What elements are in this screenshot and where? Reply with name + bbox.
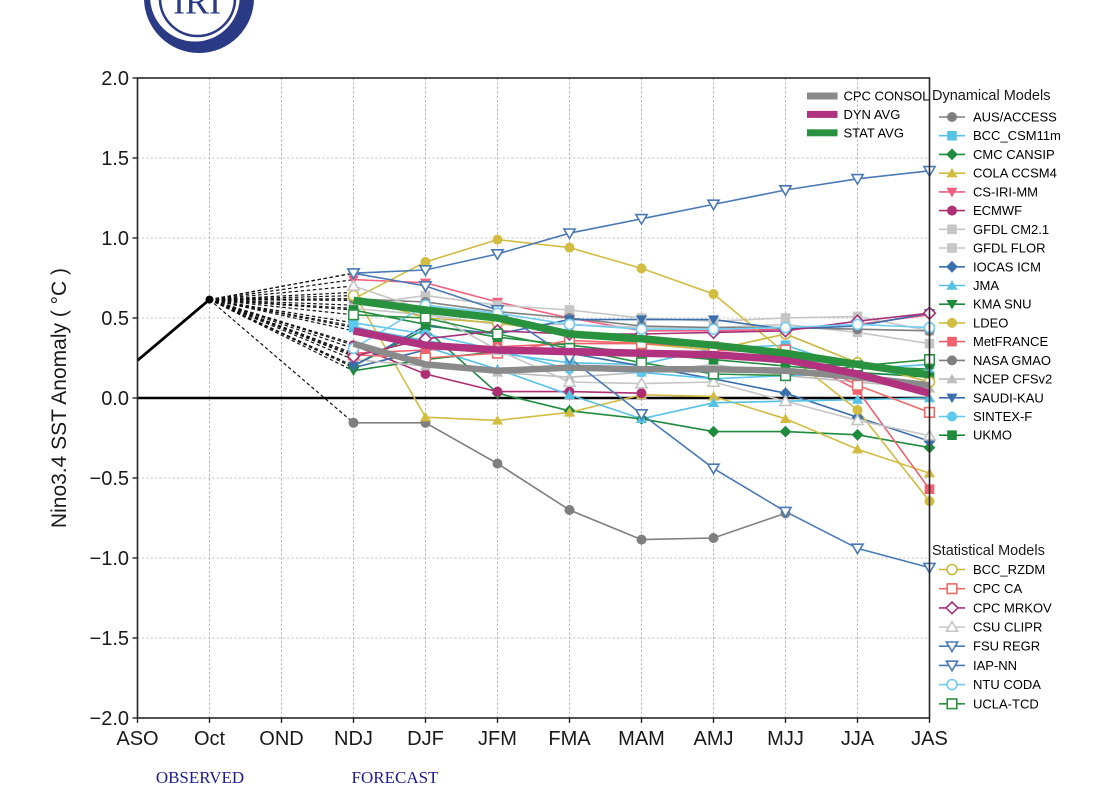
svg-text:UKMO: UKMO — [973, 428, 1012, 443]
svg-text:JAS: JAS — [911, 728, 948, 750]
svg-text:STAT AVG: STAT AVG — [844, 125, 904, 140]
svg-text:AMJ: AMJ — [694, 728, 734, 750]
svg-text:0.5: 0.5 — [101, 308, 129, 330]
svg-text:BCC_RZDM: BCC_RZDM — [973, 562, 1045, 577]
svg-text:NASA GMAO: NASA GMAO — [973, 353, 1051, 368]
svg-text:CS-IRI-MM: CS-IRI-MM — [973, 184, 1038, 199]
svg-text:−2.0: −2.0 — [90, 708, 129, 730]
svg-text:−0.5: −0.5 — [90, 468, 129, 490]
svg-text:JFM: JFM — [478, 728, 517, 750]
svg-text:IRI: IRI — [173, 0, 221, 22]
svg-text:SAUDI-KAU: SAUDI-KAU — [973, 390, 1044, 405]
svg-text:ASO: ASO — [116, 728, 158, 750]
svg-text:Nino3.4 SST Anomaly ( °C ): Nino3.4 SST Anomaly ( °C ) — [48, 268, 71, 528]
svg-text:CSU CLIPR: CSU CLIPR — [973, 620, 1042, 635]
svg-text:IOCAS ICM: IOCAS ICM — [973, 259, 1041, 274]
svg-text:JMA: JMA — [973, 278, 999, 293]
svg-text:0.0: 0.0 — [101, 388, 129, 410]
svg-text:DJF: DJF — [407, 728, 444, 750]
svg-text:Dynamical Models: Dynamical Models — [932, 88, 1050, 104]
svg-text:Oct: Oct — [194, 728, 226, 750]
svg-text:DYN AVG: DYN AVG — [844, 107, 901, 122]
svg-text:CPC CONSOL: CPC CONSOL — [844, 89, 930, 104]
svg-text:FMA: FMA — [548, 728, 591, 750]
svg-text:MJJ: MJJ — [767, 728, 804, 750]
svg-text:CPC MRKOV: CPC MRKOV — [973, 600, 1052, 615]
svg-text:NDJ: NDJ — [334, 728, 373, 750]
svg-text:2.0: 2.0 — [101, 68, 129, 90]
svg-text:OBSERVED: OBSERVED — [156, 768, 244, 787]
svg-text:IAP-NN: IAP-NN — [973, 658, 1017, 673]
svg-text:COLA CCSM4: COLA CCSM4 — [973, 166, 1057, 181]
svg-text:NTU CODA: NTU CODA — [973, 677, 1041, 692]
svg-text:1.5: 1.5 — [101, 148, 129, 170]
svg-text:1.0: 1.0 — [101, 228, 129, 250]
svg-text:BCC_CSM11m: BCC_CSM11m — [973, 128, 1061, 143]
svg-text:KMA SNU: KMA SNU — [973, 297, 1032, 312]
svg-text:Statistical Models: Statistical Models — [932, 543, 1045, 559]
svg-text:JJA: JJA — [841, 728, 875, 750]
svg-text:FSU REGR: FSU REGR — [973, 639, 1040, 654]
svg-text:ECMWF: ECMWF — [973, 203, 1022, 218]
svg-text:UCLA-TCD: UCLA-TCD — [973, 696, 1039, 711]
svg-text:CPC CA: CPC CA — [973, 581, 1022, 596]
svg-text:CMC CANSIP: CMC CANSIP — [973, 147, 1055, 162]
svg-text:MetFRANCE: MetFRANCE — [973, 334, 1048, 349]
svg-text:GFDL FLOR: GFDL FLOR — [973, 241, 1045, 256]
svg-text:GFDL CM2.1: GFDL CM2.1 — [973, 222, 1049, 237]
svg-text:OND: OND — [259, 728, 303, 750]
svg-text:−1.5: −1.5 — [90, 628, 129, 650]
svg-text:SINTEX-F: SINTEX-F — [973, 409, 1032, 424]
svg-text:LDEO: LDEO — [973, 315, 1008, 330]
svg-text:−1.0: −1.0 — [90, 548, 129, 570]
svg-text:AUS/ACCESS: AUS/ACCESS — [973, 110, 1057, 125]
svg-text:FORECAST: FORECAST — [352, 768, 440, 787]
svg-text:NCEP CFSv2: NCEP CFSv2 — [973, 372, 1052, 387]
svg-text:MAM: MAM — [618, 728, 665, 750]
